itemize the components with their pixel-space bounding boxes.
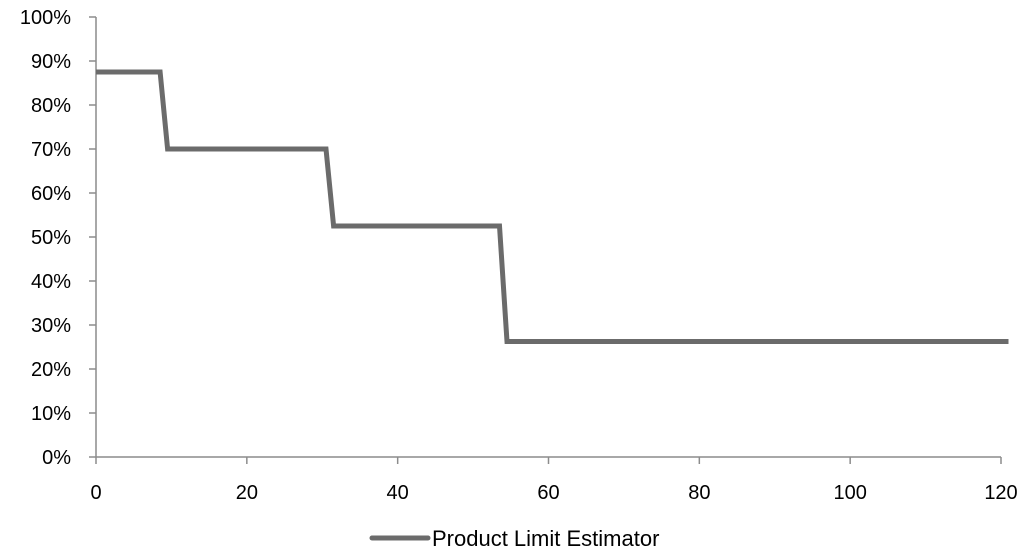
axes [89,16,1002,464]
x-tick-label: 80 [688,482,710,504]
tick-labels: 0% 10% 20% 30% 40% 50% 60% 70% 80% 90% 100% 0 20 40 60… [20,7,1018,504]
x-tick-label: 20 [236,482,258,504]
x-tick-label: 100 [833,482,866,504]
series-lines [96,69,1009,344]
y-tick-label: 30% [31,315,71,337]
y-tick-label: 90% [31,51,71,73]
y-tick-label: 60% [31,183,71,205]
legend: Product Limit Estimator [369,526,659,551]
y-tick-label: 40% [31,271,71,293]
series-line-product-limit-estimator [96,69,1009,344]
x-tick-label: 40 [387,482,409,504]
x-tick-label: 0 [90,482,101,504]
y-tick-label: 0% [42,447,71,469]
y-tick-label: 70% [31,139,71,161]
y-tick-label: 50% [31,227,71,249]
x-tick-label: 120 [984,482,1017,504]
y-tick-label: 80% [31,95,71,117]
x-tick-label: 60 [537,482,559,504]
legend-label: Product Limit Estimator [432,526,659,551]
y-tick-label: 100% [20,7,71,29]
y-tick-label: 10% [31,403,71,425]
y-tick-label: 20% [31,359,71,381]
